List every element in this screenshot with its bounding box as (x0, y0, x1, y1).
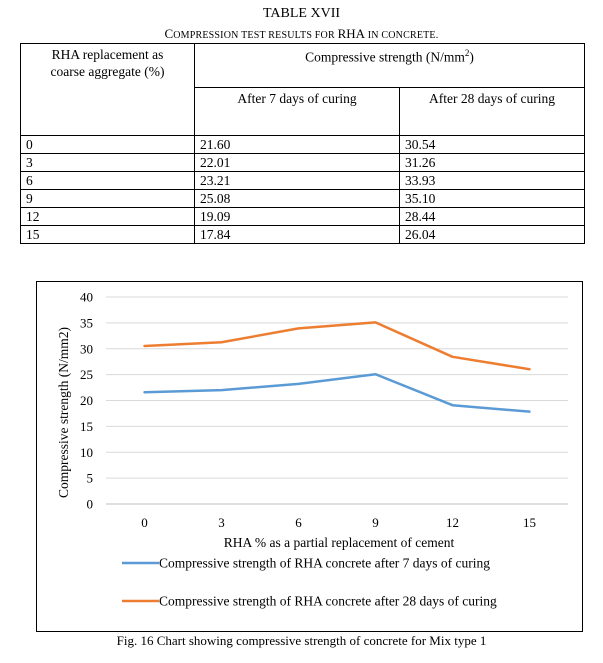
y-tick-label: 15 (80, 419, 93, 434)
table-title: TABLE XVII (262, 6, 341, 21)
x-tick-label: 9 (372, 515, 379, 530)
cell-replacement: 12 (20, 207, 195, 226)
cell-7-day: 19.09 (194, 207, 400, 226)
y-axis-label: Compressive strength (N/mm2) (56, 327, 71, 498)
x-tick-label: 6 (295, 515, 302, 530)
cell-replacement: 6 (20, 171, 195, 190)
series-line-1 (143, 372, 531, 413)
header-replacement: RHA replacement as coarse aggregate (%) (20, 43, 195, 136)
series-line-2 (143, 321, 531, 371)
x-tick-label: 3 (218, 515, 225, 530)
y-tick-label: 40 (80, 290, 93, 305)
x-tick-label: 0 (141, 515, 148, 530)
x-axis-label: RHA % as a partial replacement of cement (224, 535, 455, 550)
table-row: 12 19.09 28.44 (20, 207, 585, 226)
table-row: 15 17.84 26.04 (20, 225, 585, 244)
header-28-days: After 28 days of curing (399, 86, 585, 137)
subtitle-part-1: C (164, 26, 174, 41)
cell-7-day: 17.84 (194, 225, 400, 244)
header-7-days: After 7 days of curing (194, 86, 400, 137)
y-tick-label: 10 (80, 445, 93, 460)
header-strength-text: Compressive strength (N/mm (305, 49, 465, 65)
cell-28-day: 28.44 (399, 207, 585, 226)
legend-label-1: Compressive strength of RHA concrete aft… (159, 556, 490, 571)
cell-replacement: 15 (20, 225, 195, 244)
figure-caption: Fig. 16 Chart showing compressive streng… (116, 633, 487, 648)
y-tick-label: 5 (87, 471, 94, 486)
y-tick-label: 25 (80, 367, 93, 382)
cell-7-day: 25.08 (194, 189, 400, 208)
cell-replacement: 0 (20, 135, 195, 154)
cell-28-day: 35.10 (399, 189, 585, 208)
y-tick-label: 0 (87, 497, 94, 512)
results-table: RHA replacement as coarse aggregate (%) … (20, 43, 585, 244)
cell-28-day: 26.04 (399, 225, 585, 244)
table-row: 6 23.21 33.93 (20, 171, 585, 190)
cell-7-day: 23.21 (194, 171, 400, 190)
cell-replacement: 3 (20, 153, 195, 172)
cell-28-day: 33.93 (399, 171, 585, 190)
subtitle-part-3: RHA (337, 26, 366, 41)
subtitle-part-2: OMPRESSION TEST RESULTS FOR (173, 30, 338, 41)
header-replacement-line2: coarse aggregate (%) (50, 64, 165, 79)
table-row: 9 25.08 35.10 (20, 189, 585, 208)
y-tick-label: 30 (80, 341, 93, 356)
header-replacement-line1: RHA replacement as (51, 47, 164, 62)
header-strength-close: ) (469, 49, 474, 65)
cell-28-day: 31.26 (399, 153, 585, 172)
cell-7-day: 22.01 (194, 153, 400, 172)
x-tick-label: 12 (446, 515, 459, 530)
table-row: 0 21.60 30.54 (20, 135, 585, 154)
x-tick-label: 15 (523, 515, 536, 530)
table-row: 3 22.01 31.26 (20, 153, 585, 172)
cell-replacement: 9 (20, 189, 195, 208)
line-chart: 0 5 10 15 20 25 30 35 40 0 3 6 9 12 15 Compressive stre… (56, 290, 568, 609)
cell-28-day: 30.54 (399, 135, 585, 154)
chart-frame: 0 5 10 15 20 25 30 35 40 0 3 6 9 12 15 Compressive stre… (36, 281, 583, 632)
legend-label-2: Compressive strength of RHA concrete aft… (159, 594, 497, 609)
cell-7-day: 21.60 (194, 135, 400, 154)
table-subtitle: COMPRESSION TEST RESULTS FOR RHA IN CONC… (0, 26, 603, 42)
y-tick-label: 20 (80, 393, 93, 408)
subtitle-part-4: IN CONCRETE. (365, 30, 439, 41)
header-strength-sup: 2 (464, 48, 470, 58)
header-compressive-strength: Compressive strength (N/mm2) (194, 43, 585, 88)
y-tick-label: 35 (80, 315, 93, 330)
